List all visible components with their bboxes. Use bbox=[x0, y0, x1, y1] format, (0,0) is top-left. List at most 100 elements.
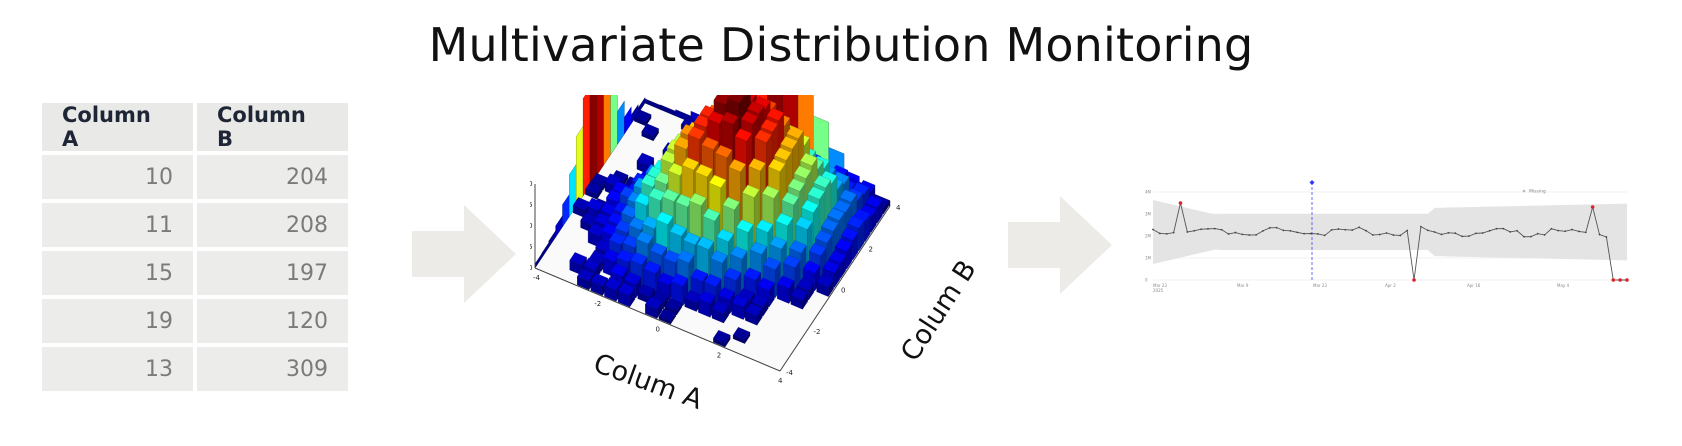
y-tick-label: 3M bbox=[1145, 212, 1152, 217]
x-axis-line bbox=[534, 267, 781, 372]
y-tick-label: 4 bbox=[896, 204, 901, 212]
table-cell: 120 bbox=[197, 299, 352, 347]
x-tick-label: Mar 9 bbox=[1237, 283, 1249, 288]
series-point bbox=[1275, 226, 1278, 229]
table-header-row: Column A Column B bbox=[42, 103, 352, 155]
histogram-bar bbox=[732, 327, 751, 345]
series-point bbox=[1200, 228, 1202, 231]
y-tick-label: -2 bbox=[814, 328, 821, 336]
x-tick-label: Mar 23 bbox=[1313, 283, 1327, 288]
series-point bbox=[1165, 232, 1168, 235]
table-cell: 10 bbox=[42, 155, 197, 203]
marginal-bar-column-b bbox=[610, 95, 618, 156]
series-point bbox=[1172, 231, 1175, 234]
flow-arrow-icon bbox=[412, 205, 516, 303]
table-cell: 309 bbox=[197, 347, 352, 395]
series-point bbox=[1543, 234, 1546, 236]
series-point bbox=[1255, 233, 1257, 236]
series-point bbox=[1605, 236, 1608, 238]
y-tick-label: 4M bbox=[1145, 190, 1152, 195]
y-axis-line bbox=[779, 205, 891, 372]
histogram-bar bbox=[617, 282, 636, 308]
table-row: 15 197 bbox=[42, 251, 352, 299]
table-row: 10 204 bbox=[42, 155, 352, 203]
x-tick-label: -4 bbox=[533, 274, 541, 282]
marginal-bar-column-b bbox=[637, 96, 646, 114]
z-tick-label: 0.05 bbox=[530, 243, 533, 251]
series-point bbox=[1454, 232, 1457, 235]
series-line bbox=[1152, 202, 1627, 281]
marginal-bar-column-b bbox=[603, 95, 611, 166]
series-point bbox=[1296, 231, 1299, 234]
histogram-bar bbox=[585, 181, 603, 200]
histogram-bar bbox=[790, 287, 808, 310]
series-point bbox=[1316, 233, 1319, 235]
series-point bbox=[1557, 229, 1560, 232]
series-point bbox=[1186, 231, 1189, 233]
marginal-bar-column-b bbox=[582, 95, 591, 197]
series-point bbox=[1495, 227, 1498, 230]
y-tick-label: 1M bbox=[1145, 256, 1152, 261]
x-tick-label: Mar 23 bbox=[1153, 283, 1167, 288]
marginal-bar-column-b bbox=[596, 95, 604, 176]
histogram-bar bbox=[633, 109, 652, 127]
histogram-bar bbox=[711, 300, 730, 324]
table-cell: 197 bbox=[197, 251, 352, 299]
series-point bbox=[1598, 233, 1601, 236]
series-point bbox=[1268, 226, 1271, 229]
series-point bbox=[1248, 234, 1251, 236]
series-point bbox=[1262, 229, 1264, 232]
table-cell: 208 bbox=[197, 203, 352, 251]
series-point bbox=[1152, 228, 1154, 231]
table-row: 11 208 bbox=[42, 203, 352, 251]
histogram-bar bbox=[816, 274, 834, 298]
series-point bbox=[1344, 228, 1347, 231]
histogram-bar bbox=[745, 303, 763, 326]
marginal-bar-column-b bbox=[589, 95, 598, 187]
table-cell: 11 bbox=[42, 203, 197, 251]
series-point bbox=[1488, 229, 1491, 232]
page-title: Multivariate Distribution Monitoring bbox=[428, 18, 1254, 72]
series-point bbox=[1509, 231, 1512, 233]
anomaly-point bbox=[1625, 278, 1629, 282]
marginal-bar-column-b bbox=[576, 125, 584, 207]
series-point bbox=[1420, 225, 1422, 228]
anomaly-point bbox=[1178, 201, 1183, 205]
flow-arrow-icon bbox=[1008, 196, 1112, 294]
series-point bbox=[1289, 229, 1292, 232]
series-point bbox=[1282, 229, 1285, 232]
anomaly-point bbox=[1611, 278, 1616, 282]
x-tick-label: 0 bbox=[656, 326, 660, 334]
x-tick-label: Apr 2 bbox=[1385, 283, 1396, 288]
legend-label: Missing bbox=[1529, 189, 1546, 195]
series-point bbox=[1378, 233, 1381, 236]
series-point bbox=[1303, 232, 1306, 235]
series-point bbox=[1207, 227, 1209, 230]
z-tick-label: 0.20 bbox=[530, 180, 533, 188]
series-point bbox=[1227, 233, 1230, 235]
series-point bbox=[1584, 231, 1587, 234]
data-table: Column A Column B 10 204 11 208 15 197 1… bbox=[42, 103, 352, 395]
series-point bbox=[1571, 228, 1573, 231]
anomaly-point bbox=[1618, 278, 1622, 282]
series-point bbox=[1426, 229, 1429, 232]
series-point bbox=[1529, 235, 1532, 238]
series-point bbox=[1234, 231, 1237, 234]
table-row: 19 120 bbox=[42, 299, 352, 347]
histogram-bar bbox=[698, 290, 716, 318]
series-point bbox=[1351, 229, 1354, 231]
table-cell: 13 bbox=[42, 347, 197, 395]
y-tick-label: 2 bbox=[869, 245, 873, 253]
y-tick-label: 0 bbox=[1145, 278, 1148, 283]
anomaly-point bbox=[1412, 278, 1416, 282]
legend-marker-icon bbox=[1522, 189, 1526, 193]
column-a-header: Column A bbox=[42, 103, 197, 155]
series-point bbox=[1158, 232, 1161, 235]
marker-diamond-icon bbox=[1309, 180, 1315, 185]
x-tick-label: -2 bbox=[594, 300, 601, 308]
x-tick-label: May 4 bbox=[1557, 283, 1570, 288]
series-point bbox=[1523, 235, 1525, 238]
series-point bbox=[1358, 226, 1360, 229]
